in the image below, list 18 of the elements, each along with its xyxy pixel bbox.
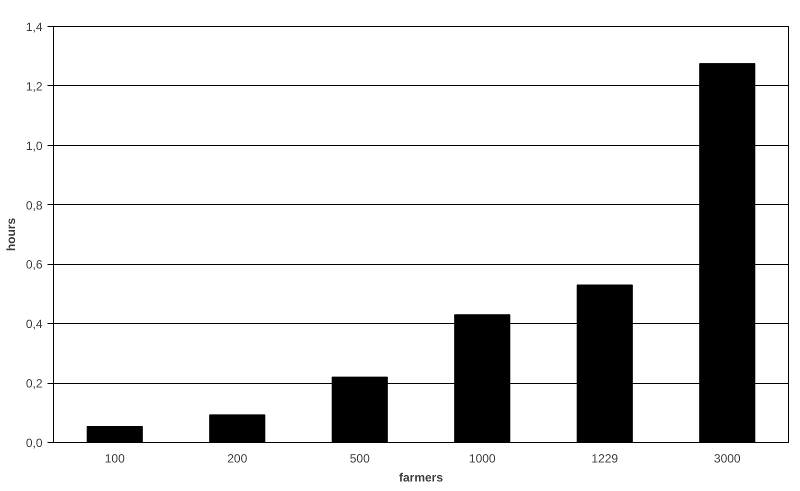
x-tick-label: 3000: [714, 452, 741, 466]
x-tick-label: 100: [104, 452, 126, 466]
x-tick-label: 500: [350, 452, 370, 466]
y-tick-label: 0,4: [26, 317, 43, 332]
y-tick-label: 1,2: [26, 79, 43, 94]
bar: [209, 414, 266, 442]
y-tick-label: 0,6: [26, 258, 43, 272]
x-tick-label: 1000: [468, 452, 496, 466]
y-tick-label: 0,2: [26, 376, 43, 391]
y-tick-label: 0,0: [26, 436, 43, 450]
x-tick-label: 1229: [591, 452, 618, 466]
y-tick-label: 0,8: [26, 198, 43, 212]
x-tick-label: 200: [227, 452, 248, 466]
x-axis-title: farmers: [398, 470, 444, 484]
y-tick-label: 1,4: [26, 20, 43, 34]
y-axis-title: hours: [4, 218, 18, 252]
bar: [86, 426, 143, 442]
y-tick-label: 1,0: [26, 138, 43, 153]
